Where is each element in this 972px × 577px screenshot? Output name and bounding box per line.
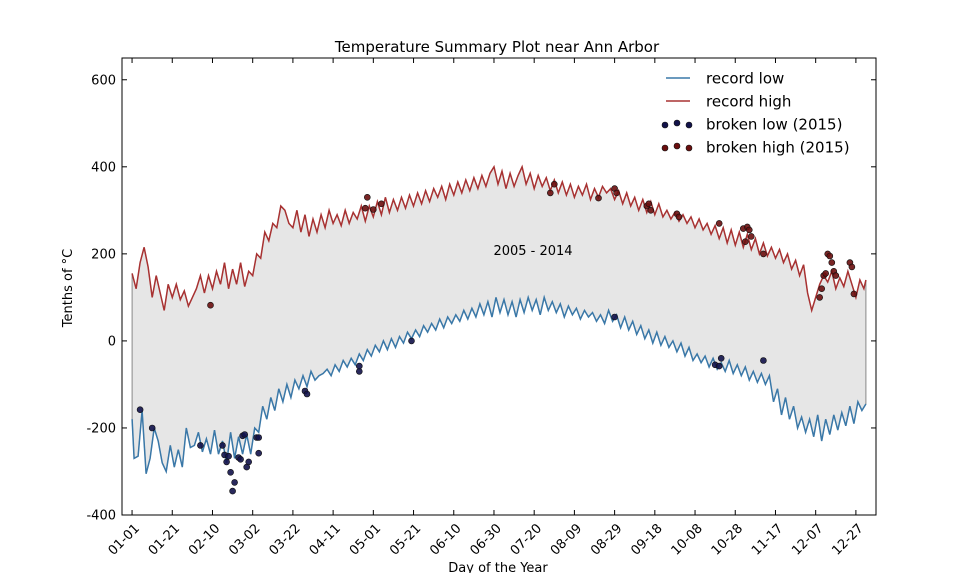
broken-high-2015-point xyxy=(361,204,369,212)
broken-high-2015-point xyxy=(848,263,856,271)
broken-high-2015-point xyxy=(747,233,755,240)
broken-low-2015-point xyxy=(219,442,226,449)
broken-high-2015-point xyxy=(550,180,558,188)
broken-low-2015-point xyxy=(760,357,767,364)
legend-label-broken-high-2015: broken high (2015) xyxy=(706,139,850,157)
scatter-points-layer xyxy=(136,180,858,495)
broken-high-2015-point xyxy=(828,259,836,266)
broken-low-2015-point xyxy=(255,449,263,457)
legend-swatch-broken-high-2015 xyxy=(661,144,669,152)
y-tick-label: 400 xyxy=(91,160,116,175)
broken-high-2015-point xyxy=(741,238,749,245)
y-tick-label: -400 xyxy=(86,509,116,524)
broken-high-2015-point xyxy=(832,272,840,279)
broken-low-2015-point xyxy=(231,479,238,486)
broken-low-2015-point xyxy=(303,390,311,398)
plot-frame xyxy=(121,57,877,516)
broken-high-2015-point xyxy=(822,270,830,277)
broken-low-2015-point xyxy=(408,337,415,345)
legend-swatch-broken-high-2015 xyxy=(673,142,681,150)
broken-low-2015-point xyxy=(148,424,156,432)
broken-high-2015-point xyxy=(613,189,620,197)
y-axis-label: Tenths of °C xyxy=(61,249,76,328)
broken-high-2015-point xyxy=(546,189,554,197)
broken-high-2015-point xyxy=(818,285,826,293)
broken-high-2015-point xyxy=(595,194,602,202)
legend-swatch-broken-low-2015 xyxy=(685,121,693,129)
broken-low-2015-point xyxy=(223,458,230,466)
broken-high-2015-point xyxy=(745,226,753,234)
y-tick-label: -200 xyxy=(86,421,116,436)
legend-label-record-low: record low xyxy=(706,70,784,88)
broken-high-2015-point xyxy=(645,200,653,208)
broken-high-2015-point xyxy=(378,200,385,208)
broken-low-2015-point xyxy=(611,313,618,321)
legend: record low record high broken low (2015) br… xyxy=(661,70,850,157)
broken-high-2015-point xyxy=(647,207,655,214)
broken-high-2015-point xyxy=(760,250,767,258)
chart-title: Temperature Summary Plot near Ann Arbor xyxy=(334,38,660,56)
broken-low-2015-point xyxy=(255,434,263,441)
broken-low-2015-point xyxy=(136,406,144,414)
y-tick-label: 200 xyxy=(91,247,116,262)
legend-swatch-broken-high-2015 xyxy=(685,144,693,152)
record-low-line xyxy=(131,294,867,475)
broken-low-2015-point xyxy=(229,487,236,495)
y-tick-label: 0 xyxy=(108,334,116,349)
broken-high-2015-point xyxy=(826,252,834,260)
broken-high-2015-point xyxy=(715,220,723,227)
broken-high-2015-point xyxy=(675,213,683,221)
broken-low-2015-point xyxy=(197,442,204,449)
broken-low-2015-point xyxy=(225,452,232,460)
legend-label-broken-low-2015: broken low (2015) xyxy=(706,116,842,134)
broken-low-2015-point xyxy=(241,431,248,438)
broken-low-2015-point xyxy=(237,455,244,463)
x-axis-label: Day of the Year xyxy=(448,561,548,573)
broken-low-2015-point xyxy=(355,362,363,370)
broken-low-2015-point xyxy=(245,458,252,466)
legend-label-record-high: record high xyxy=(706,93,791,111)
broken-high-2015-point xyxy=(207,301,214,309)
broken-low-2015-point xyxy=(717,354,725,362)
legend-swatch-broken-low-2015 xyxy=(661,121,669,129)
range-annotation: 2005 - 2014 xyxy=(493,244,572,259)
y-tick-label: 600 xyxy=(91,73,116,88)
legend-swatch-broken-low-2015 xyxy=(673,119,681,127)
broken-high-2015-point xyxy=(850,290,858,298)
broken-high-2015-point xyxy=(816,294,824,301)
broken-low-2015-point xyxy=(227,468,234,476)
broken-high-2015-point xyxy=(369,206,377,213)
broken-high-2015-point xyxy=(363,194,371,201)
broken-low-2015-point xyxy=(715,362,723,370)
